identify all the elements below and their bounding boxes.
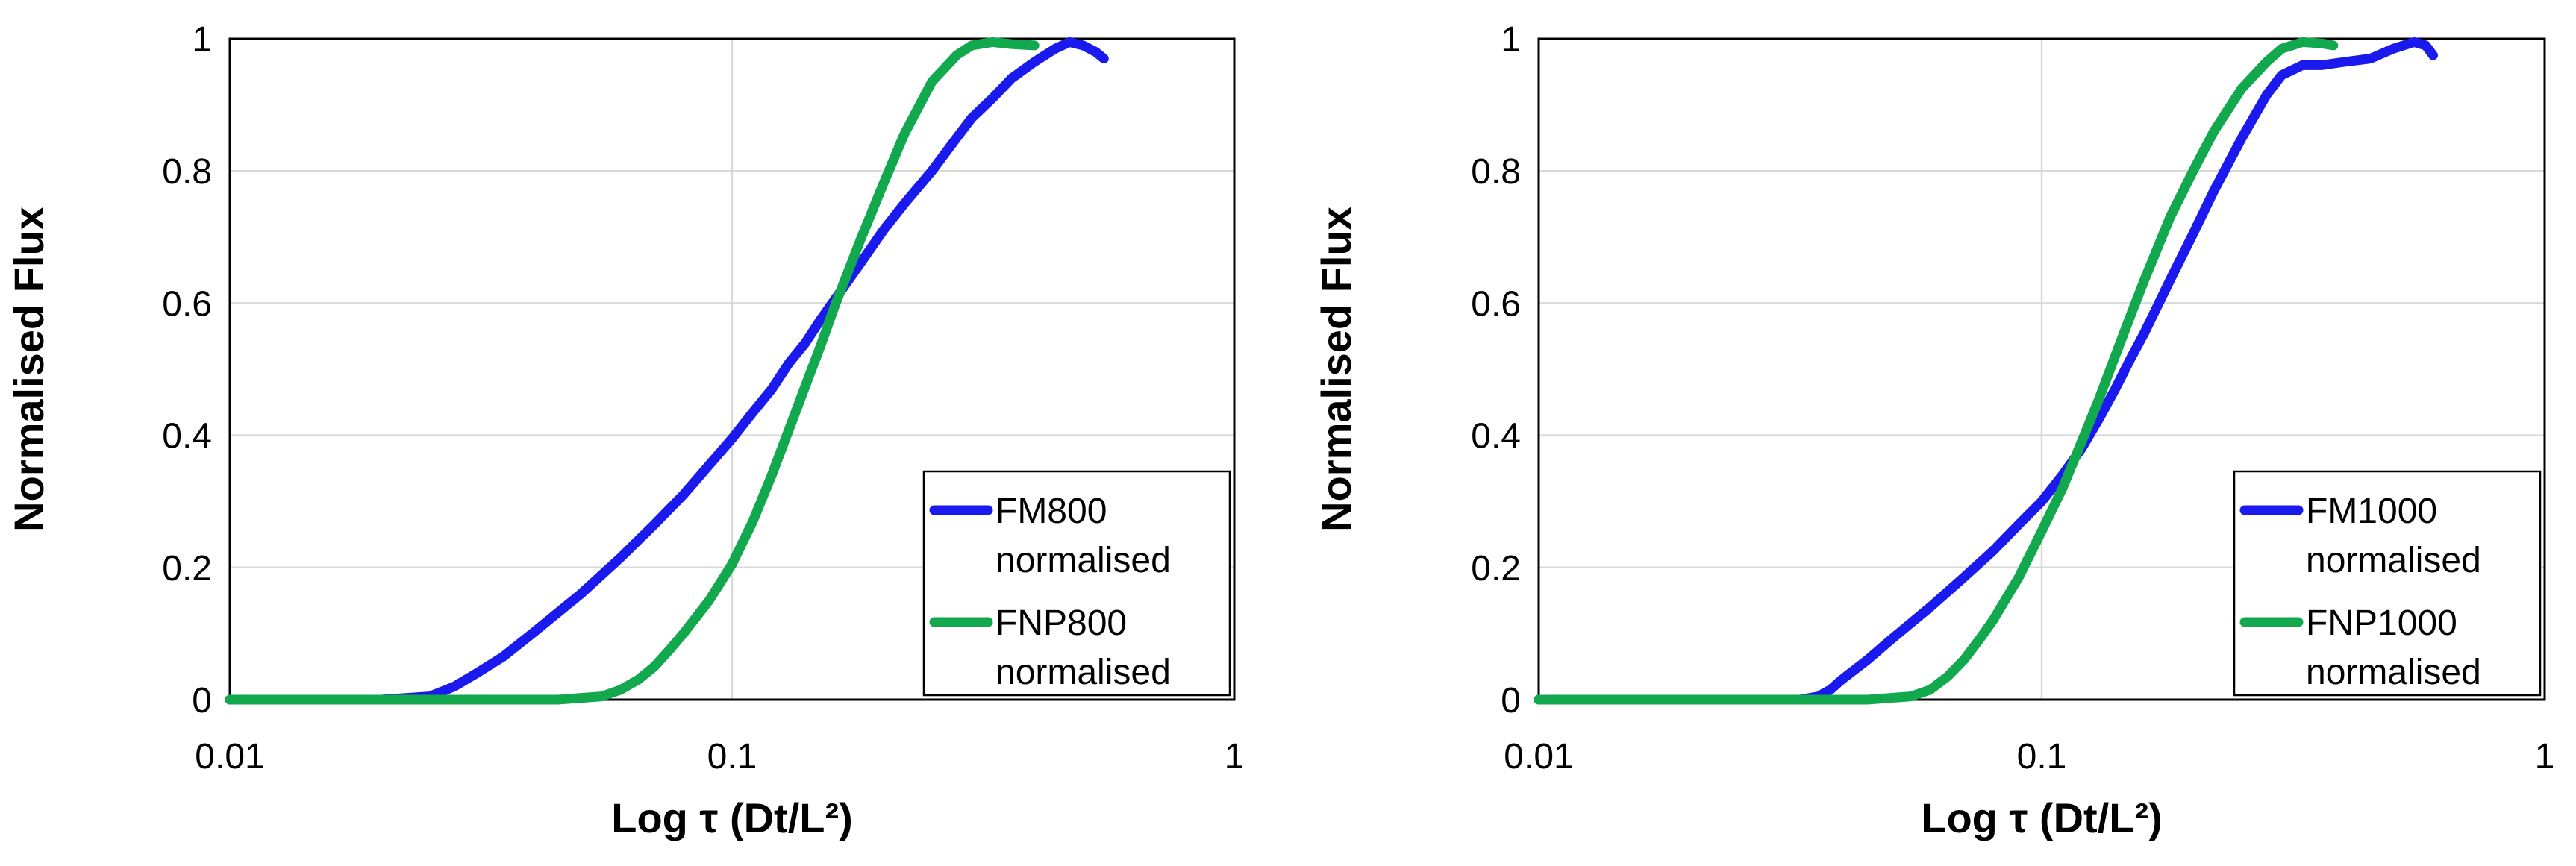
legend-label: normalised <box>2306 653 2481 692</box>
y-tick-label: 0 <box>1501 681 1521 721</box>
y-tick-label: 0.6 <box>162 284 212 324</box>
y-tick-label: 0.4 <box>1471 417 1521 456</box>
y-tick-label: 1 <box>192 20 212 60</box>
y-tick-label: 0.2 <box>1471 549 1521 589</box>
legend-label: FM800 <box>995 492 1107 531</box>
y-tick-label: 0.6 <box>1471 284 1521 324</box>
series-line-fm1000 <box>1534 37 2438 705</box>
legend-box <box>922 470 1231 697</box>
y-tick-label: 0 <box>192 681 212 721</box>
legend-label: normalised <box>2306 541 2481 580</box>
x-tick-label: 1 <box>1225 737 1245 776</box>
plot-area-border <box>228 37 1236 701</box>
series-line-fm800 <box>225 37 1109 705</box>
x-axis-title: Log τ (Dt/L²) <box>1921 794 2163 841</box>
series-line-fnp800 <box>225 37 1040 705</box>
x-tick-label: 0.1 <box>2017 737 2067 776</box>
y-tick-label: 1 <box>1501 20 1521 60</box>
legend-label: FNP1000 <box>2306 603 2457 643</box>
y-tick-label: 0.4 <box>162 417 212 456</box>
y-tick-label: 0.8 <box>1471 152 1521 192</box>
x-tick-label: 1 <box>2535 737 2555 776</box>
x-tick-label: 0.01 <box>1504 737 1573 776</box>
x-tick-label: 0.01 <box>195 737 264 776</box>
x-axis-title: Log τ (Dt/L²) <box>611 794 853 841</box>
series-line-fnp1000 <box>1534 37 2339 705</box>
y-tick-label: 0.8 <box>162 152 212 192</box>
y-tick-label: 0.2 <box>162 549 212 589</box>
legend-label: normalised <box>995 653 1171 692</box>
x-tick-label: 0.1 <box>707 737 757 776</box>
chart-fm1000: 0 0.2 0.4 0.6 0.8 1 0.01 0.1 1 Log τ (Dt/L²) Norma… <box>1313 20 2554 841</box>
legend-label: FNP800 <box>995 603 1127 643</box>
legend-label: normalised <box>995 541 1171 580</box>
legend-label: FM1000 <box>2306 492 2437 531</box>
plot-area-border <box>1537 37 2546 701</box>
y-axis-title: Normalised Flux <box>5 207 52 532</box>
y-axis-title: Normalised Flux <box>1313 207 1360 532</box>
chart-fm800: 0 0.2 0.4 0.6 0.8 1 0.01 0.1 1 Log τ (Dt/L²) Norma… <box>5 20 1244 841</box>
